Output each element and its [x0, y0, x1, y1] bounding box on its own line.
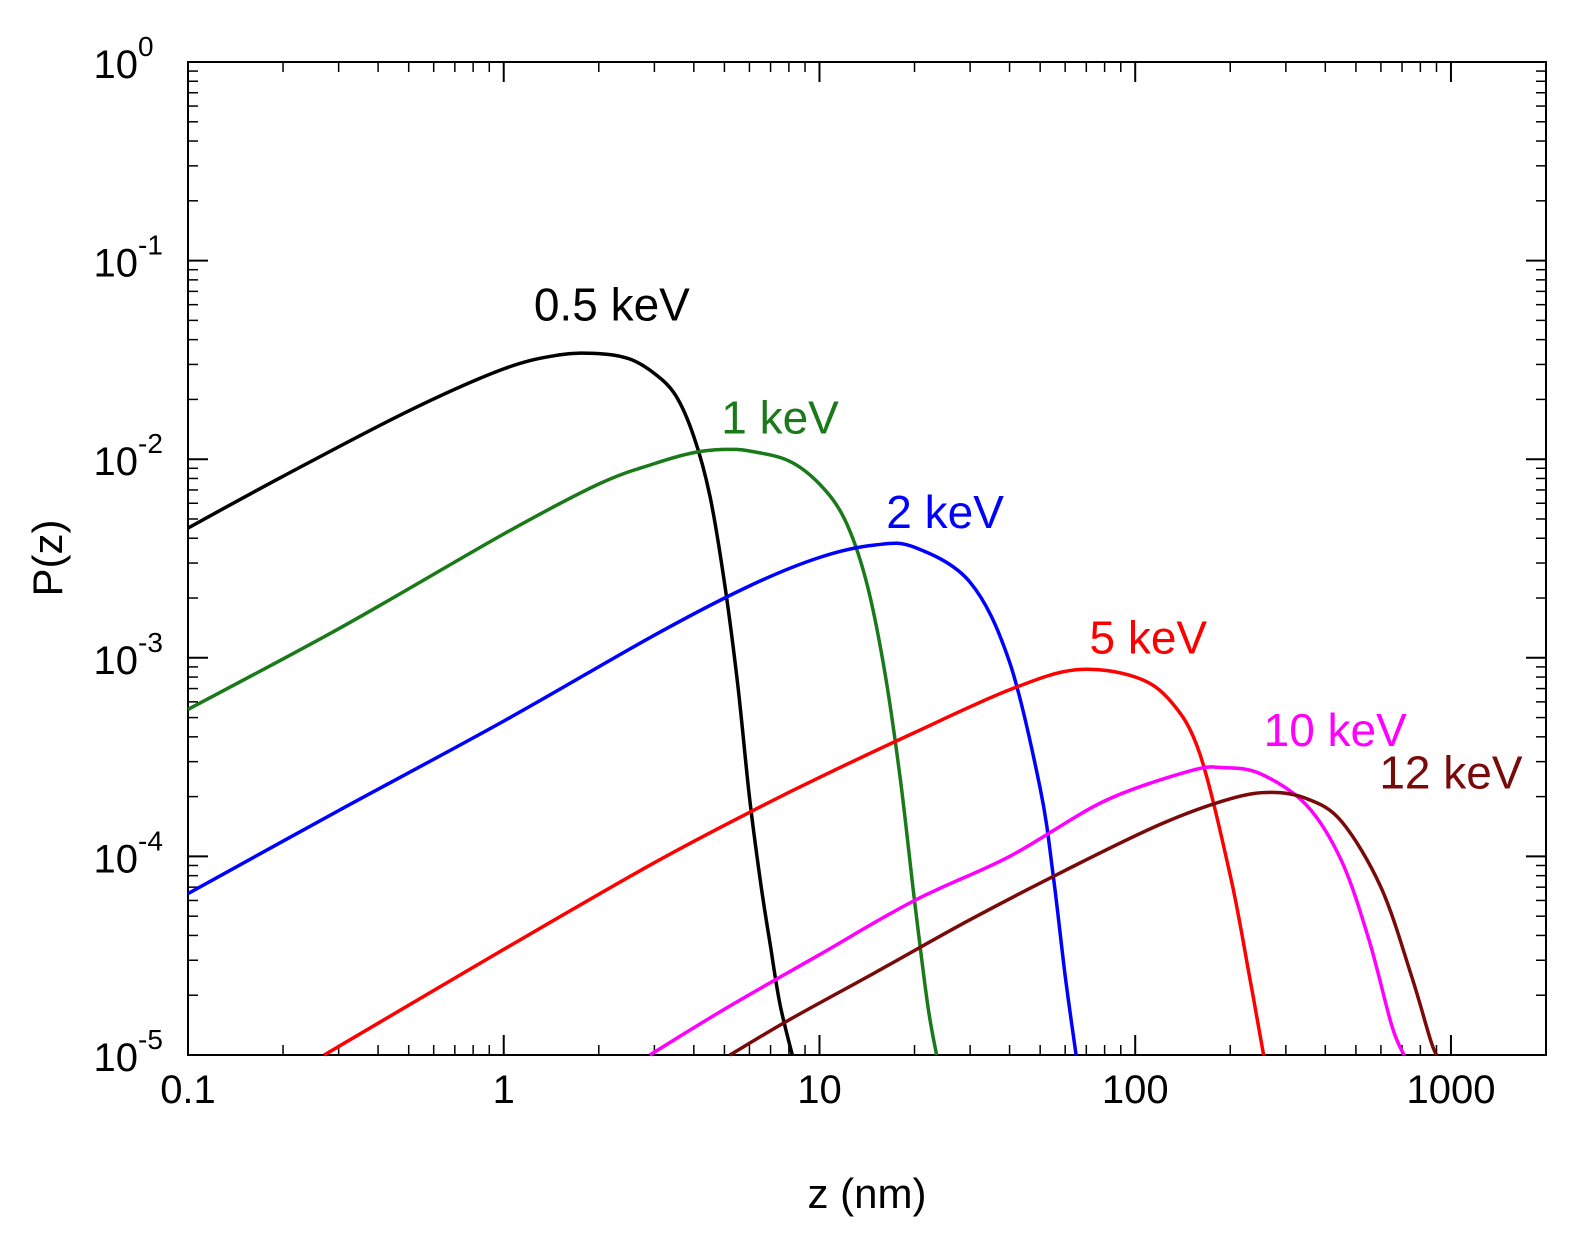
- y-tick-exponent: 0: [138, 31, 154, 62]
- series-line-0-5-kev: [187, 351, 794, 1056]
- y-tick-base: 10: [94, 440, 139, 484]
- y-tick-label: 10: [94, 43, 139, 87]
- x-tick-label: 1000: [1406, 1068, 1495, 1112]
- series-label-5-kev: 5 keV: [1089, 612, 1207, 664]
- y-tick-base: 10: [94, 43, 139, 87]
- series-label-10-kev: 10 keV: [1264, 704, 1408, 756]
- series-line-5-kev: [323, 667, 1266, 1057]
- minor-ticks: [188, 62, 1546, 1055]
- y-tick-exponent: -3: [138, 627, 163, 658]
- x-tick-label: 1: [493, 1068, 515, 1112]
- x-tick-label: 100: [1102, 1068, 1169, 1112]
- y-tick-exponent: -1: [138, 230, 163, 261]
- series-label-2-kev: 2 keV: [886, 486, 1004, 538]
- series-label-0-5-kev: 0.5 keV: [534, 278, 690, 330]
- y-tick-label: 10: [94, 639, 139, 683]
- series-line-2-kev: [187, 541, 1078, 1056]
- series-line-12-kev: [728, 790, 1439, 1057]
- y-tick-label: 10: [94, 440, 139, 484]
- y-tick-base: 10: [94, 1036, 139, 1080]
- y-tick-label: 10: [94, 837, 139, 881]
- y-axis-label: P(z): [24, 520, 71, 597]
- series-line-1-kev: [187, 447, 939, 1056]
- y-tick-label: 10: [94, 242, 139, 286]
- x-axis-label: z (nm): [808, 1170, 927, 1217]
- x-tick-label: 0.1: [160, 1068, 216, 1112]
- y-tick-base: 10: [94, 837, 139, 881]
- series-lines: [187, 351, 1439, 1057]
- major-ticks: [187, 61, 1546, 1056]
- y-tick-exponent: -5: [138, 1024, 163, 1055]
- y-tick-base: 10: [94, 639, 139, 683]
- plot-area: [187, 61, 1547, 1056]
- series-label-1-kev: 1 keV: [721, 391, 839, 443]
- y-tick-label: 10: [94, 1036, 139, 1080]
- y-tick-exponent: -2: [138, 428, 163, 459]
- y-tick-base: 10: [94, 242, 139, 286]
- x-tick-label: 10: [797, 1068, 842, 1112]
- series-label-12-kev: 12 keV: [1379, 746, 1523, 798]
- x-tick-labels: 0.1 1 10 100 1000: [160, 1068, 1495, 1112]
- y-tick-exponent: -4: [138, 825, 163, 856]
- series-line-10-kev: [648, 765, 1406, 1057]
